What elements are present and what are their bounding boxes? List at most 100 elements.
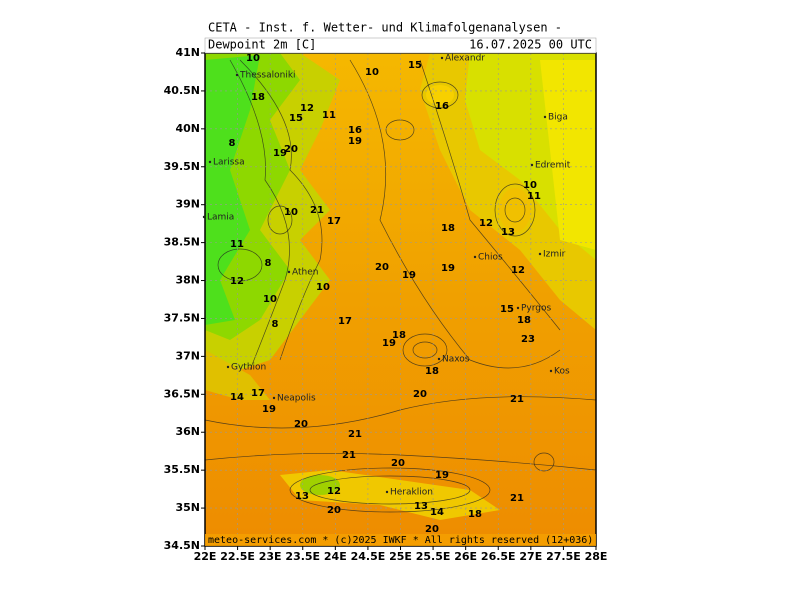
map-field xyxy=(205,53,596,546)
city-label: Izmir xyxy=(543,250,566,260)
city-label: Thessaloniki xyxy=(239,71,296,81)
lat-tick-label: 36N xyxy=(175,425,200,438)
contour-label: 18 xyxy=(392,330,406,341)
lon-tick-label: 25E xyxy=(389,550,412,563)
contour-label: 12 xyxy=(230,276,244,287)
contour-label: 11 xyxy=(230,239,244,250)
valid-time: 16.07.2025 00 UTC xyxy=(469,38,592,52)
contour-label: 10 xyxy=(316,282,330,293)
contour-label: 19 xyxy=(348,136,362,147)
city-label: Chios xyxy=(478,253,503,263)
lat-tick-label: 35N xyxy=(175,501,200,514)
contour-label: 8 xyxy=(272,319,279,330)
city-dot xyxy=(549,369,553,373)
city-dot xyxy=(385,490,389,494)
contour-label: 12 xyxy=(511,265,525,276)
contour-lines xyxy=(205,59,596,513)
contour-label: 19 xyxy=(441,263,455,274)
contour-label: 10 xyxy=(246,53,260,64)
lon-tick-label: 25.5E xyxy=(416,550,451,563)
contour-label: 18 xyxy=(251,92,265,103)
lat-tick-label: 39N xyxy=(175,198,200,211)
city-label: Edremit xyxy=(535,161,571,171)
contour-label: 20 xyxy=(327,505,341,516)
contour-label: 18 xyxy=(441,223,455,234)
contour-label: 20 xyxy=(294,419,308,430)
contour-label: 13 xyxy=(295,491,309,502)
lon-tick-label: 27.5E xyxy=(546,550,581,563)
lon-tick-label: 23E xyxy=(259,550,282,563)
contour-label: 15 xyxy=(500,304,514,315)
contour-label: 19 xyxy=(382,338,396,349)
city-label: Lamia xyxy=(207,213,234,223)
lon-tick-label: 26E xyxy=(454,550,477,563)
contour-label: 10 xyxy=(365,67,379,78)
city-dot xyxy=(272,396,276,400)
contour-label: 11 xyxy=(527,191,541,202)
contour-label: 8 xyxy=(265,258,272,269)
contour-label: 19 xyxy=(273,148,287,159)
contour-label: 8 xyxy=(229,138,236,149)
contour-label: 11 xyxy=(322,110,336,121)
city-dot xyxy=(516,306,520,310)
contour-label: 10 xyxy=(284,207,298,218)
contour-label: 17 xyxy=(338,316,352,327)
footer-box xyxy=(205,534,596,546)
lat-tick-label: 41N xyxy=(175,46,200,59)
lat-tick-label: 40N xyxy=(175,122,200,135)
contour-label: 18 xyxy=(468,509,482,520)
city-dot xyxy=(473,255,477,259)
city-dot xyxy=(208,160,212,164)
city-label: Naxos xyxy=(442,355,470,365)
lon-tick-label: 24E xyxy=(324,550,347,563)
lon-tick-label: 24.5E xyxy=(351,550,386,563)
contour-label: 20 xyxy=(284,144,298,155)
contour-label: 10 xyxy=(523,180,537,191)
contour-label: 16 xyxy=(348,125,362,136)
contour-label: 19 xyxy=(402,270,416,281)
contour-label: 14 xyxy=(230,392,244,403)
city-dot xyxy=(202,215,206,219)
contour-label: 23 xyxy=(521,334,535,345)
lon-tick-label: 23.5E xyxy=(285,550,320,563)
lat-tick-label: 37.5N xyxy=(164,311,200,324)
lat-tick-label: 35.5N xyxy=(164,463,200,476)
contour-label: 20 xyxy=(413,389,427,400)
contour-label: 13 xyxy=(501,227,515,238)
contour-label: 20 xyxy=(375,262,389,273)
contour-label: 12 xyxy=(300,103,314,114)
city-label: Pyrgos xyxy=(521,304,552,314)
contour-label: 12 xyxy=(327,486,341,497)
city-dot xyxy=(530,163,534,167)
lat-tick-label: 40.5N xyxy=(164,84,200,97)
lat-tick-label: 37N xyxy=(175,349,200,362)
variable: Dewpoint 2m [C] xyxy=(208,38,316,52)
city-dot xyxy=(543,115,547,119)
lat-tick-label: 38N xyxy=(175,274,200,287)
contour-label: 14 xyxy=(430,507,444,518)
contour-label: 21 xyxy=(342,450,356,461)
city-label: Heraklion xyxy=(390,488,433,498)
contour-label: 13 xyxy=(414,501,428,512)
city-dot xyxy=(538,252,542,256)
contour-label: 21 xyxy=(348,429,362,440)
contour-label: 12 xyxy=(479,218,493,229)
lat-tick-label: 39.5N xyxy=(164,160,200,173)
lon-tick-label: 28E xyxy=(585,550,608,563)
lon-tick-label: 26.5E xyxy=(481,550,516,563)
contour-label: 19 xyxy=(262,404,276,415)
contour-label: 21 xyxy=(310,205,324,216)
city-dot xyxy=(226,365,230,369)
city-label: Neapolis xyxy=(277,394,316,404)
contour-label: 15 xyxy=(408,60,422,71)
contour-label: 17 xyxy=(251,388,265,399)
lat-tick-label: 38.5N xyxy=(164,236,200,249)
lon-tick-label: 22E xyxy=(194,550,217,563)
city-dot xyxy=(287,270,291,274)
city-label: Athen xyxy=(292,268,318,278)
city-dot xyxy=(235,73,239,77)
contour-label: 19 xyxy=(435,470,449,481)
contour-label: 20 xyxy=(425,524,439,535)
contour-label: 18 xyxy=(517,315,531,326)
